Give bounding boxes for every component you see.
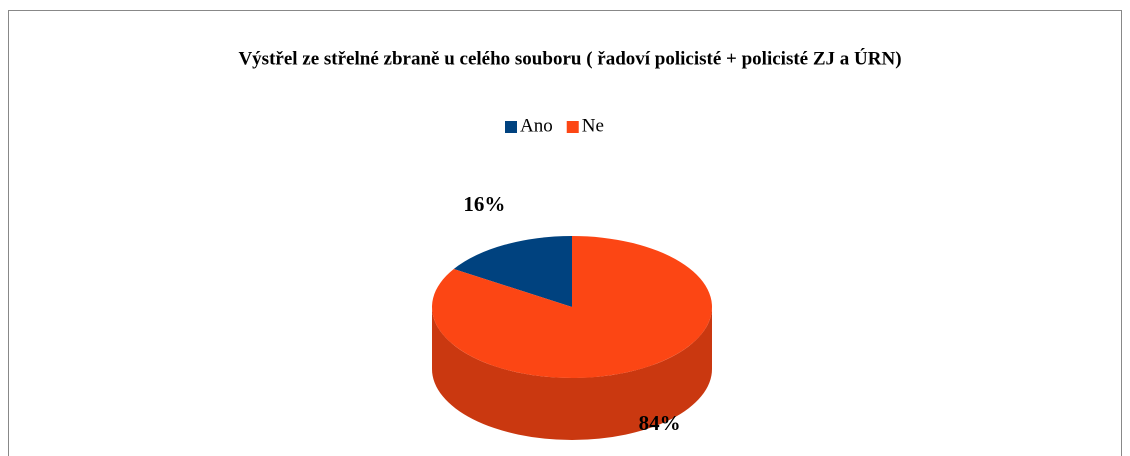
legend-label: Ne [582,115,604,136]
legend-swatch [566,121,579,133]
pie-sides [432,307,712,440]
chart-title: Výstřel ze střelné zbraně u celého soubo… [238,47,901,69]
pie-tops [432,236,713,378]
legend-label: Ano [520,115,553,136]
pie-slice-side [432,307,712,440]
data-label: 84% [639,411,681,435]
legend-swatch [505,121,517,133]
pie-slice [432,236,713,378]
data-label: 16% [463,192,505,216]
pie-slice [453,236,572,307]
